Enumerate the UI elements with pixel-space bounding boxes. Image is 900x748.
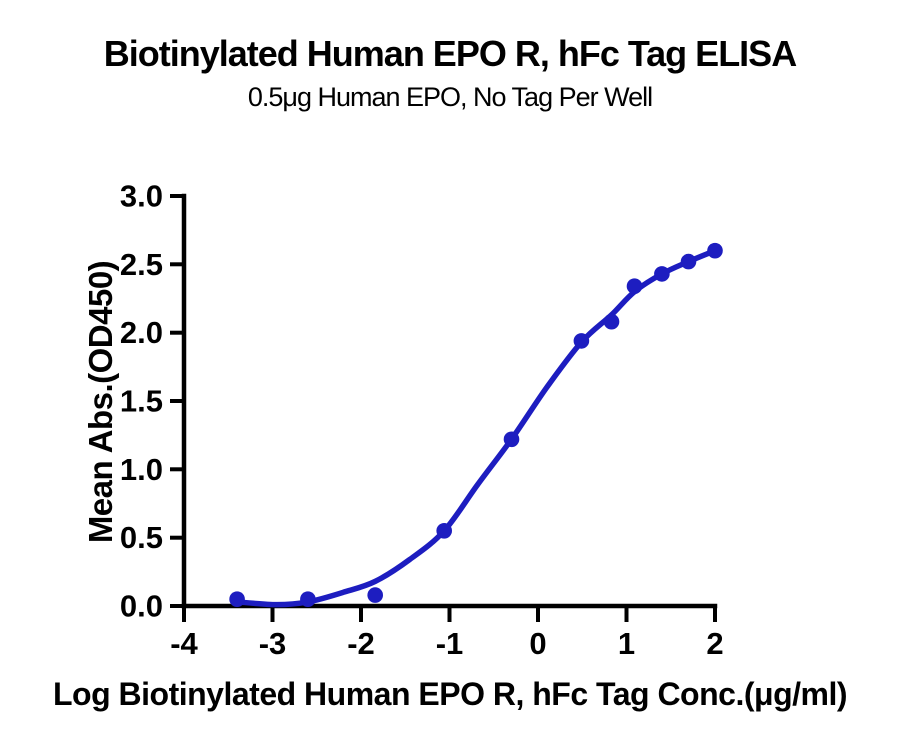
data-point [436, 523, 453, 539]
y-tick-label: 1.5 [120, 384, 163, 419]
data-point [626, 278, 643, 295]
data-point [300, 591, 316, 607]
y-tick-label: 3.0 [120, 179, 163, 214]
x-tick-label: 1 [618, 626, 635, 661]
x-tick-label: 0 [529, 626, 546, 661]
x-tick-label: -4 [170, 626, 198, 661]
y-tick-label: 1.0 [120, 452, 163, 487]
x-tick-label: -1 [436, 626, 464, 661]
x-tick-label: 2 [706, 626, 723, 661]
y-tick-label: 2.5 [120, 247, 163, 282]
y-tick-label: 0.0 [120, 589, 163, 624]
data-point [680, 253, 697, 270]
data-point [603, 313, 620, 330]
chart-title: Biotinylated Human EPO R, hFc Tag ELISA [103, 33, 797, 74]
data-point [573, 333, 590, 349]
x-tick-label: -3 [259, 626, 287, 661]
y-tick-label: 2.0 [120, 315, 163, 350]
data-point [503, 431, 520, 448]
x-tick-label: -2 [347, 626, 375, 661]
data-point [654, 266, 670, 282]
data-point [367, 587, 384, 603]
data-point [707, 242, 723, 259]
y-tick-label: 0.5 [120, 520, 163, 555]
fit-curve [234, 247, 718, 608]
data-point [229, 591, 245, 607]
chart-subtitle: 0.5μg Human EPO, No Tag Per Well [247, 82, 653, 112]
x-axis-title: Log Biotinylated Human EPO R, hFc Tag Co… [53, 676, 848, 712]
